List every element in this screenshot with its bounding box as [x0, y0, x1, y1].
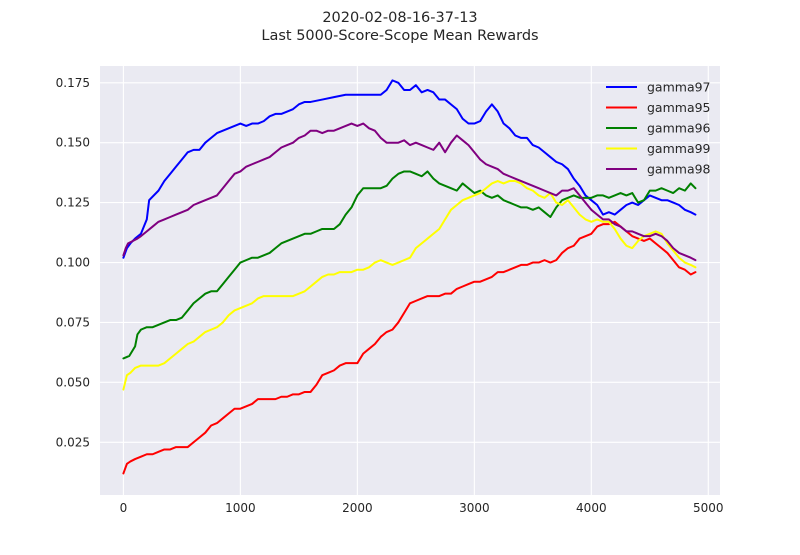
- y-tick-label: 0.125: [56, 196, 90, 210]
- y-tick-label: 0.075: [56, 315, 90, 329]
- legend: gamma97 gamma95 gamma96 gamma99 gamma98: [606, 80, 711, 177]
- y-tick-label: 0.025: [56, 435, 90, 449]
- series-line-gamma98: [122, 122, 697, 262]
- y-tick-label: 0.100: [56, 256, 90, 270]
- axis-ticks: 0 1000 2000 3000 4000 5000 0.025 0.050 0.075 0.10…: [56, 76, 724, 515]
- x-tick-label: 1000: [225, 501, 256, 515]
- y-tick-label: 0.175: [56, 76, 90, 90]
- series-line-gamma96: [122, 170, 697, 360]
- grid: [100, 66, 720, 495]
- x-tick-label: 3000: [459, 501, 490, 515]
- y-tick-label: 0.150: [56, 136, 90, 150]
- chart-title-line-2: Last 5000-Score-Scope Mean Rewards: [261, 28, 538, 44]
- chart-title-line-1: 2020-02-08-16-37-13: [322, 10, 477, 26]
- series-line-gamma97: [122, 79, 697, 259]
- x-tick-label: 4000: [576, 501, 607, 515]
- legend-label-gamma96: gamma96: [647, 121, 711, 136]
- legend-label-gamma98: gamma98: [647, 162, 711, 177]
- x-tick-label: 2000: [342, 501, 373, 515]
- x-tick-label: 0: [120, 501, 128, 515]
- legend-label-gamma95: gamma95: [647, 100, 711, 115]
- series-lines: [122, 79, 697, 475]
- legend-label-gamma97: gamma97: [647, 80, 711, 95]
- series-line-gamma99: [122, 180, 697, 391]
- legend-label-gamma99: gamma99: [647, 141, 711, 156]
- plot-area: [100, 66, 720, 495]
- series-line-gamma95: [122, 220, 697, 475]
- x-tick-label: 5000: [693, 501, 724, 515]
- y-tick-label: 0.050: [56, 375, 90, 389]
